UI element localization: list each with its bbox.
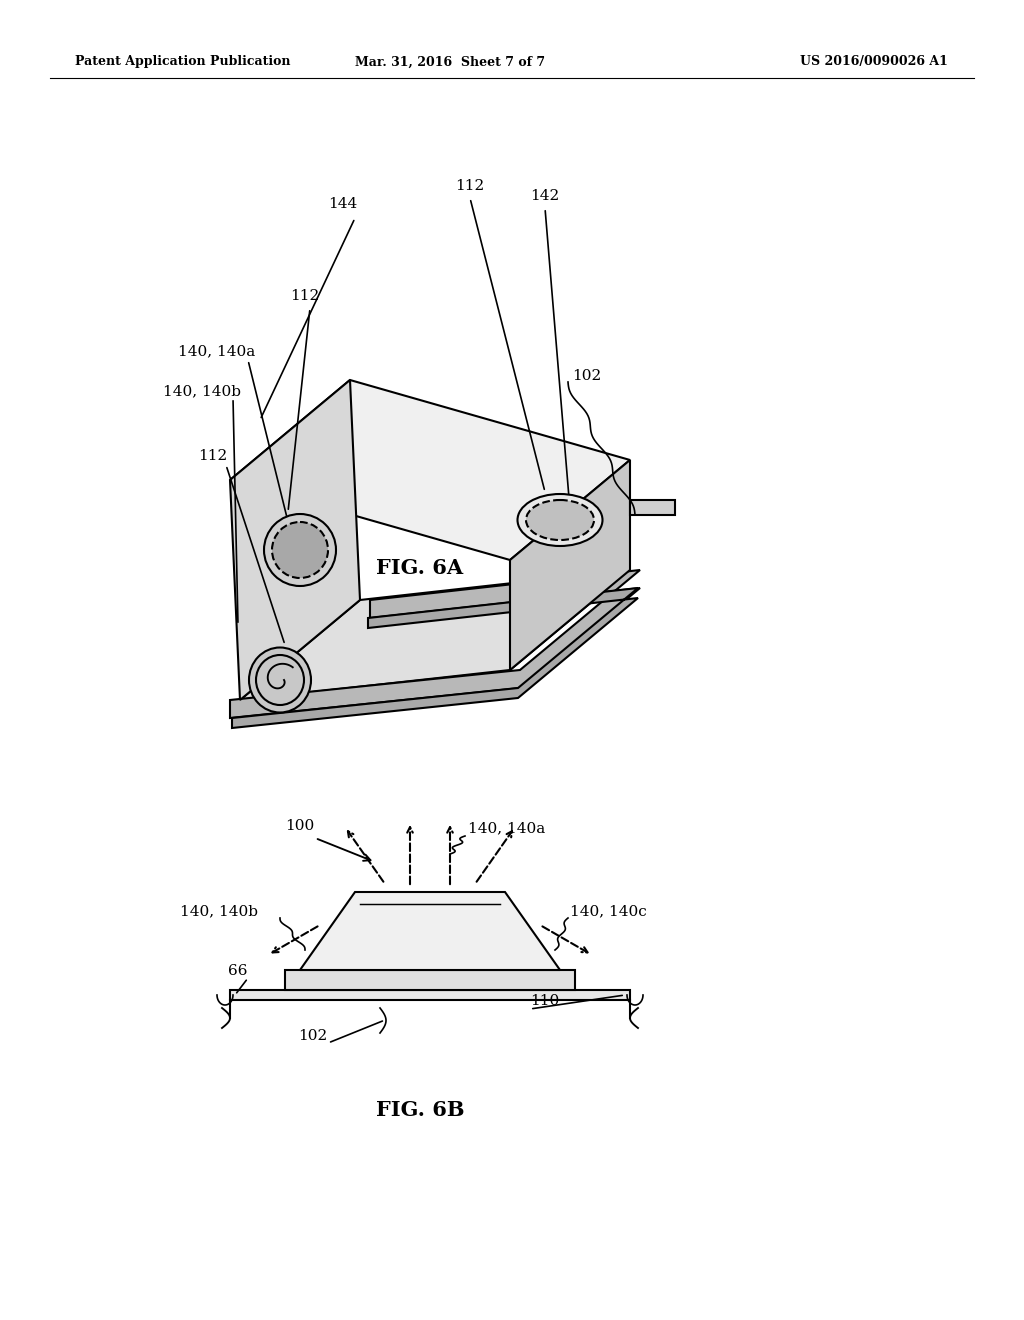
Polygon shape	[300, 892, 560, 970]
Text: 112: 112	[456, 180, 484, 193]
Text: 102: 102	[298, 1030, 328, 1043]
Polygon shape	[510, 459, 630, 671]
Polygon shape	[630, 500, 675, 515]
Text: FIG. 6B: FIG. 6B	[376, 1100, 464, 1119]
Polygon shape	[285, 970, 575, 990]
Polygon shape	[230, 380, 360, 700]
Polygon shape	[230, 570, 640, 718]
Text: 110: 110	[530, 994, 559, 1008]
Text: US 2016/0090026 A1: US 2016/0090026 A1	[800, 55, 948, 69]
Polygon shape	[240, 570, 630, 700]
Text: Patent Application Publication: Patent Application Publication	[75, 55, 291, 69]
Text: 140, 140c: 140, 140c	[570, 904, 647, 917]
Text: 140, 140a: 140, 140a	[468, 821, 545, 836]
Text: 140, 140b: 140, 140b	[163, 384, 241, 399]
Text: 140, 140a: 140, 140a	[178, 345, 255, 358]
Polygon shape	[232, 587, 638, 729]
Ellipse shape	[517, 494, 602, 546]
Text: 100: 100	[285, 818, 314, 833]
Text: 144: 144	[329, 197, 357, 211]
Polygon shape	[230, 380, 630, 560]
Text: 112: 112	[291, 289, 319, 304]
Ellipse shape	[526, 500, 594, 540]
Text: FIG. 6A: FIG. 6A	[377, 558, 464, 578]
Ellipse shape	[249, 648, 311, 713]
Ellipse shape	[264, 513, 336, 586]
Text: 102: 102	[572, 370, 601, 383]
Text: 112: 112	[199, 449, 227, 463]
Ellipse shape	[272, 521, 328, 578]
Text: 142: 142	[530, 189, 560, 203]
Text: 66: 66	[228, 964, 248, 978]
Text: Mar. 31, 2016  Sheet 7 of 7: Mar. 31, 2016 Sheet 7 of 7	[355, 55, 545, 69]
Text: 140, 140b: 140, 140b	[180, 904, 258, 917]
Polygon shape	[230, 990, 630, 1001]
